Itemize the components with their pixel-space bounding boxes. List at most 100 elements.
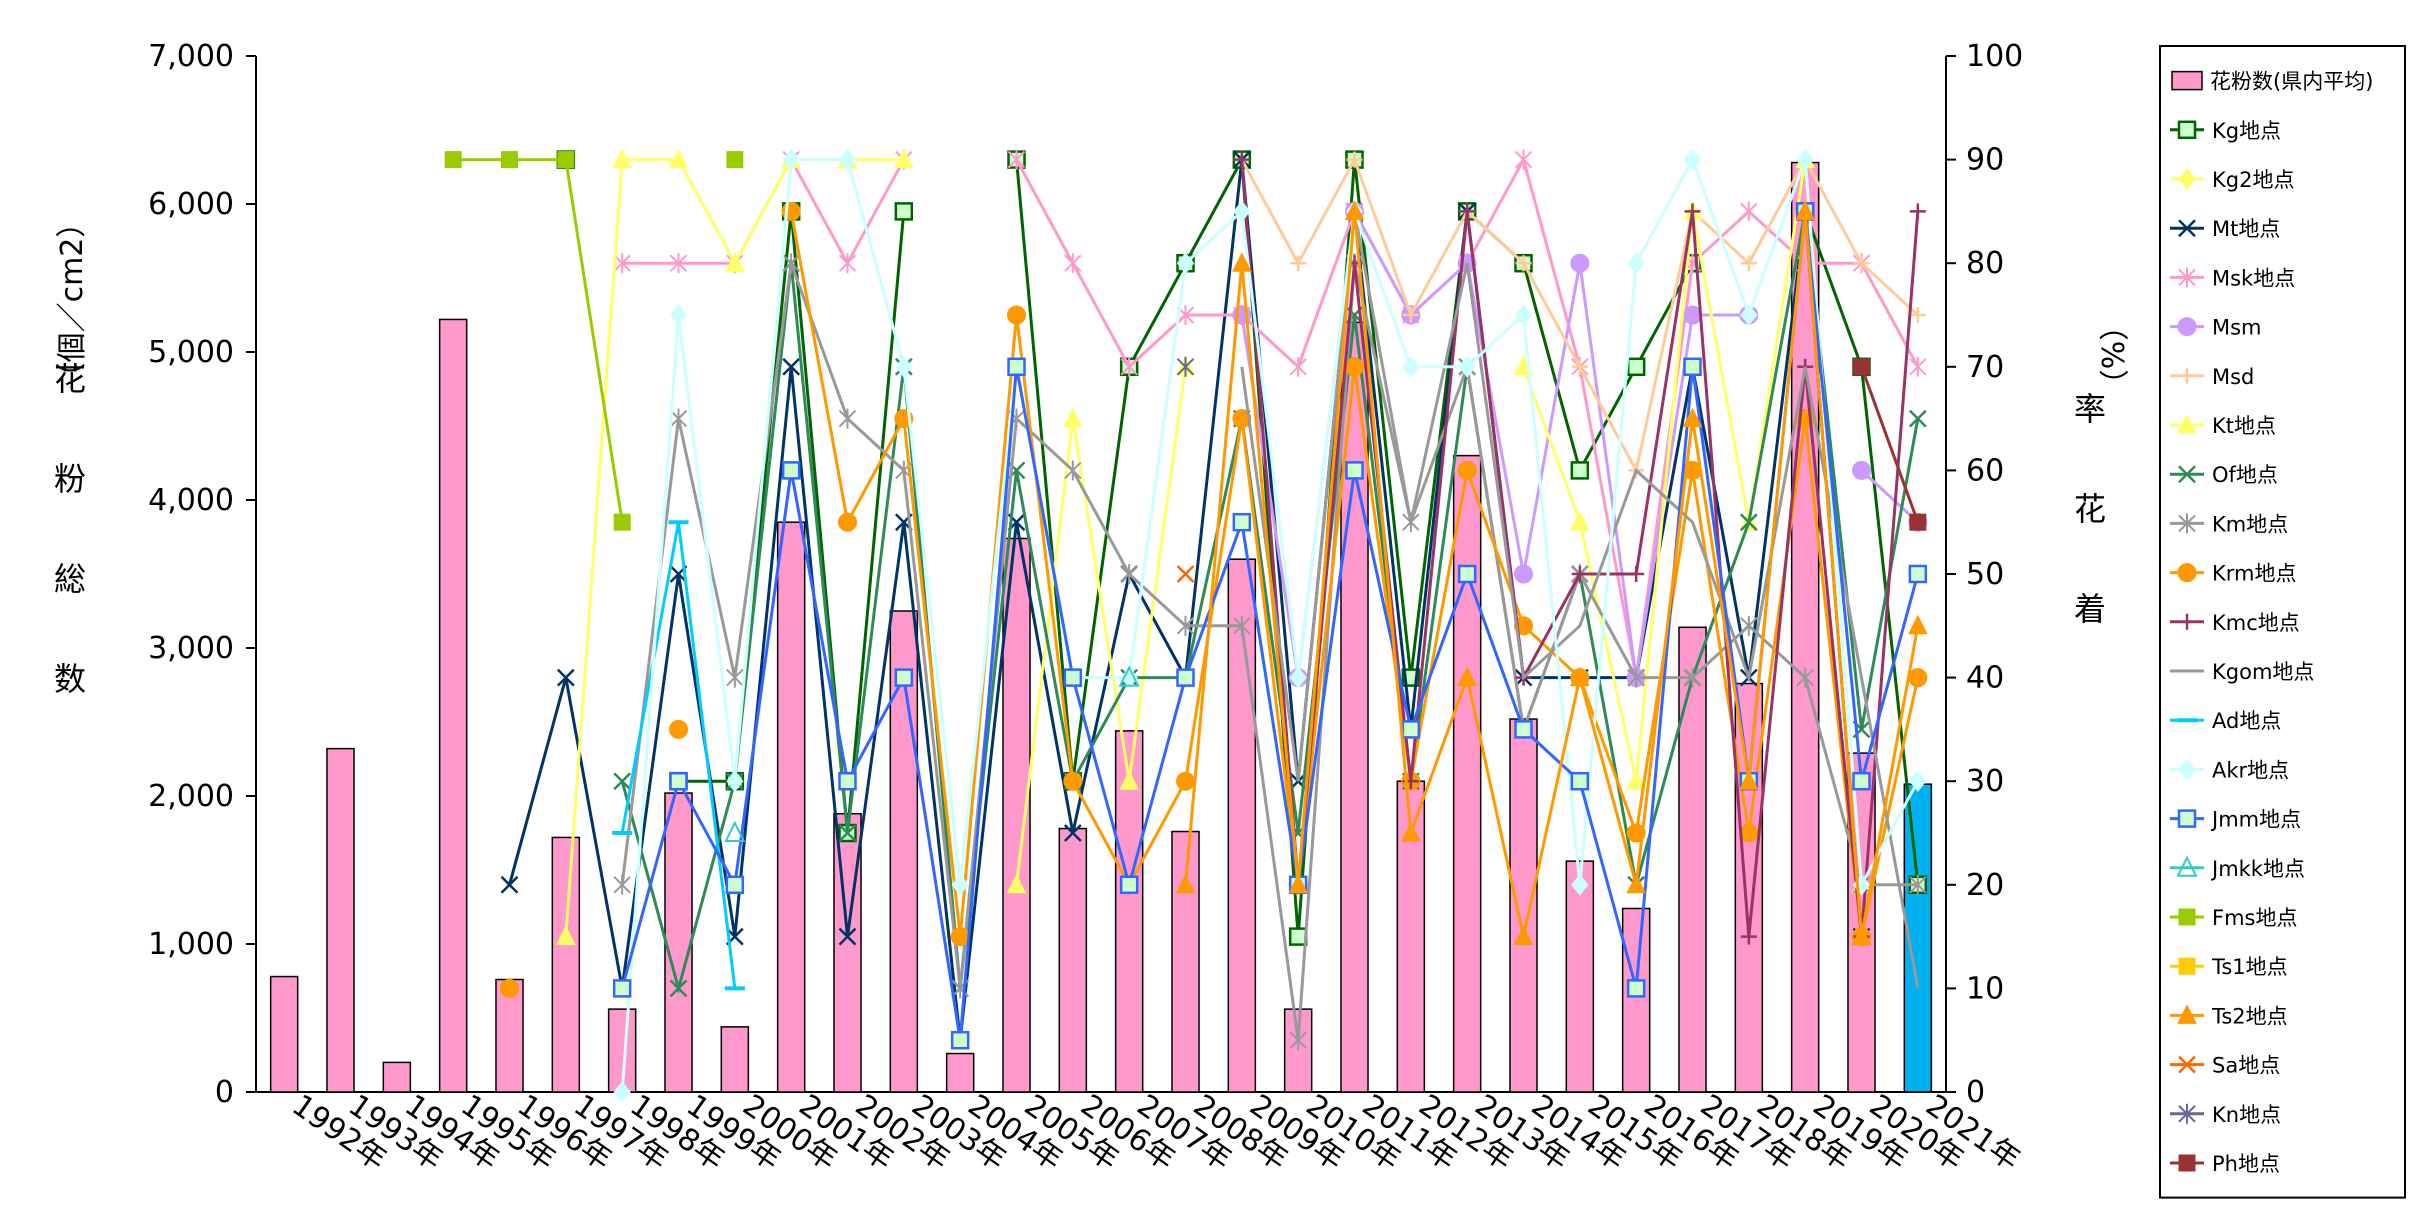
data-point	[725, 252, 745, 272]
legend-label: Krm地点	[2212, 562, 2297, 586]
line-series	[1175, 200, 1928, 946]
data-point	[782, 148, 800, 171]
data-point	[950, 927, 970, 947]
legend-marker	[2177, 317, 2197, 337]
legend-entry: Kg地点	[2170, 119, 2281, 143]
legend-label: Of地点	[2212, 463, 2278, 487]
data-point	[1684, 203, 1701, 220]
bar	[1227, 558, 1257, 1093]
data-point	[613, 1081, 631, 1103]
data-point	[669, 304, 688, 326]
data-point	[1853, 358, 1870, 376]
data-point	[1064, 460, 1082, 481]
legend-entry: Km地点	[2170, 512, 2288, 536]
legend-label: Jmm地点	[2210, 808, 2301, 832]
data-point	[1626, 873, 1646, 894]
data-point	[1063, 824, 1082, 842]
data-point	[838, 148, 857, 171]
line-series	[1853, 358, 1927, 531]
data-point	[1345, 357, 1364, 377]
data-point	[1909, 307, 1926, 323]
data-point	[1514, 564, 1533, 584]
data-point	[1120, 564, 1138, 584]
data-point	[1459, 203, 1476, 220]
bar	[1171, 830, 1200, 1093]
y-right-tick-label: 70	[1966, 350, 2004, 385]
legend-entry: Kt地点	[2170, 413, 2276, 438]
legend-marker	[2178, 219, 2196, 238]
data-point	[838, 927, 857, 946]
legend-marker	[2178, 957, 2196, 975]
series-line	[1860, 366, 1920, 523]
y-left-tick-label: 4,000	[148, 483, 234, 518]
data-point	[1233, 615, 1251, 636]
data-point	[1401, 821, 1421, 842]
bar	[720, 1026, 750, 1093]
data-point	[1176, 252, 1195, 275]
legend-entry: Krm地点	[2170, 562, 2297, 586]
y-right-tick-label: 50	[1966, 557, 2004, 592]
data-point	[1908, 409, 1927, 428]
data-point	[1740, 304, 1758, 326]
legend-label: Msd	[2212, 365, 2254, 389]
data-point	[556, 925, 576, 946]
legend-entry: Fms地点	[2170, 906, 2297, 930]
legend-marker	[2178, 267, 2196, 288]
series-line	[1015, 366, 1187, 885]
data-point	[781, 461, 801, 480]
legend-entry: Of地点	[2170, 463, 2278, 487]
legend-label: Ts2地点	[2211, 1004, 2288, 1028]
line-series	[612, 520, 745, 991]
data-point	[612, 979, 632, 998]
legend-marker	[2179, 367, 2195, 384]
bar	[1903, 783, 1933, 1093]
data-point	[724, 820, 746, 842]
data-point	[1852, 460, 1871, 480]
data-point	[894, 148, 914, 169]
data-point	[726, 151, 744, 169]
data-point	[1908, 564, 1928, 584]
legend-label: Kg地点	[2212, 119, 2281, 143]
legend-label: Msm	[2212, 316, 2262, 340]
legend-label: Fms地点	[2212, 906, 2297, 930]
y-left-title-char: 総	[54, 560, 86, 598]
data-point	[1232, 512, 1252, 532]
series-line	[620, 155, 1920, 1093]
legend-entry: Msk地点	[2170, 266, 2295, 290]
line-series	[444, 151, 744, 531]
legend-label: Kmc地点	[2212, 611, 2300, 635]
data-point	[1571, 873, 1589, 896]
data-point	[1514, 720, 1533, 739]
data-point	[669, 253, 688, 274]
legend-entry: Kg2地点	[2170, 168, 2294, 192]
data-point	[613, 772, 632, 791]
data-point	[1909, 203, 1926, 220]
data-point	[782, 253, 800, 274]
legend-entry: Jmm地点	[2170, 808, 2301, 832]
legend-marker	[2178, 1154, 2196, 1172]
bar	[1114, 730, 1144, 1093]
data-point	[557, 151, 575, 169]
y-right-tick-label: 60	[1966, 453, 2004, 488]
y-right-tick-label: 20	[1966, 868, 2004, 903]
data-point	[1795, 200, 1815, 220]
data-point	[1570, 666, 1590, 687]
line-series	[1176, 565, 1195, 583]
bar	[1734, 682, 1764, 1093]
data-point	[1007, 357, 1026, 377]
data-point	[1289, 666, 1307, 689]
y-left-tick-label: 0	[215, 1075, 234, 1110]
data-point	[1176, 771, 1195, 791]
legend-entry: Mt地点	[2170, 217, 2280, 241]
data-point	[1628, 566, 1645, 582]
series-line	[1184, 211, 1920, 937]
data-point	[1571, 358, 1588, 375]
data-point	[1063, 407, 1083, 428]
data-point	[951, 873, 969, 896]
y-left-title-char: 数	[54, 660, 86, 698]
y-left-title-char: 花	[54, 360, 86, 398]
bar	[1058, 827, 1088, 1093]
series-line	[453, 158, 624, 523]
legend-label: Sa地点	[2212, 1054, 2280, 1078]
